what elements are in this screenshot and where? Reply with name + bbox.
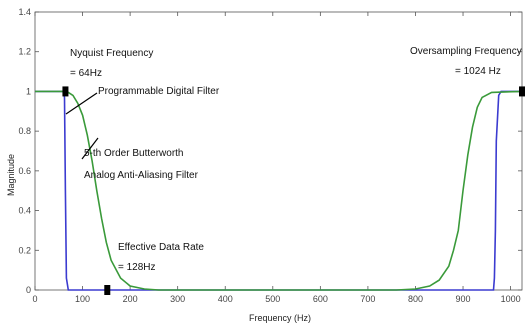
frequency-marker [62, 86, 69, 97]
data-rate-value: = 128Hz [118, 262, 156, 273]
y-tick-label: 0.2 [18, 245, 31, 255]
data-rate-label: Effective Data Rate [118, 242, 204, 253]
x-tick-label: 900 [456, 294, 471, 304]
analog-filter-curve [35, 90, 523, 291]
oversampling-label: Oversampling Frequency [410, 46, 522, 57]
markers [62, 86, 525, 295]
frequency-marker [519, 86, 525, 97]
y-tick-label: 1.2 [18, 47, 31, 57]
oversampling-value: = 1024 Hz [455, 66, 501, 77]
y-tick-label: 0 [26, 285, 31, 295]
x-axis-title: Frequency (Hz) [249, 313, 311, 323]
frequency-marker [104, 285, 111, 295]
analog-filter-label-line1: 5-th Order Butterworth [84, 148, 183, 159]
x-tick-label: 100 [75, 294, 90, 304]
y-tick-label: 0.8 [18, 126, 31, 136]
x-tick-label: 400 [218, 294, 233, 304]
x-tick-label: 0 [32, 294, 37, 304]
y-tick-label: 1.4 [18, 7, 31, 17]
nyquist-label: Nyquist Frequency [70, 48, 153, 59]
x-tick-label: 700 [360, 294, 375, 304]
x-tick-label: 300 [170, 294, 185, 304]
x-tick-label: 800 [408, 294, 423, 304]
y-tick-label: 1 [26, 86, 31, 96]
x-tick-label: 500 [265, 294, 280, 304]
analog-filter-label-line2: Analog Anti-Aliasing Filter [84, 170, 199, 181]
x-tick-label: 1000 [501, 294, 521, 304]
y-tick-label: 0.4 [18, 206, 31, 216]
y-tick-label: 0.6 [18, 166, 31, 176]
y-axis-title: Magnitude [6, 154, 16, 196]
x-tick-label: 600 [313, 294, 328, 304]
digital-filter-leader [65, 92, 98, 115]
digital-filter-label: Programmable Digital Filter [98, 86, 220, 97]
x-tick-label: 200 [123, 294, 138, 304]
analog-filter-leader [81, 137, 99, 160]
nyquist-value: = 64Hz [70, 68, 102, 79]
